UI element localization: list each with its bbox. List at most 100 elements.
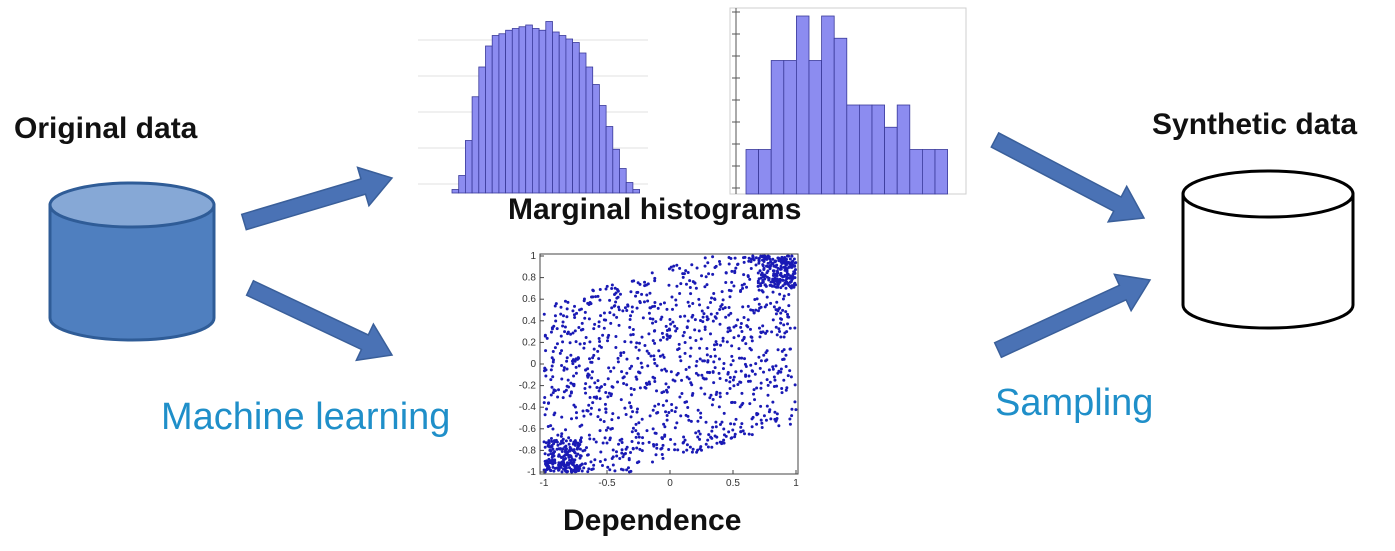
scatter-point	[619, 351, 623, 355]
scatter-point	[550, 456, 554, 460]
scatter-point	[698, 303, 702, 307]
scatter-point	[562, 368, 566, 372]
scatter-point	[619, 398, 623, 402]
scatter-point	[544, 462, 548, 466]
scatter-point	[582, 342, 586, 346]
scatter-point	[732, 284, 736, 288]
scatter-point	[707, 272, 711, 276]
scatter-point	[709, 332, 713, 336]
scatter-point	[790, 407, 794, 411]
scatter-point	[549, 393, 553, 397]
scatter-point	[726, 330, 730, 334]
scatter-point	[603, 436, 607, 440]
scatter-point	[662, 422, 666, 426]
scatter-point	[563, 330, 567, 334]
scatter-point	[552, 469, 556, 473]
scatter-point	[598, 287, 602, 291]
scatter-point	[664, 369, 668, 373]
scatter-point	[611, 455, 615, 459]
scatter-point	[590, 376, 594, 380]
scatter-point	[567, 436, 571, 440]
scatter-point	[651, 427, 655, 431]
scatter-point	[717, 405, 721, 409]
scatter-point	[592, 327, 596, 331]
scatter-point	[562, 458, 566, 462]
scatter-point	[653, 380, 657, 384]
scatter-point	[777, 256, 781, 260]
histogram-1-bar	[558, 35, 567, 194]
scatter-point	[580, 423, 584, 427]
scatter-point	[668, 317, 672, 321]
scatter-point	[787, 292, 791, 296]
scatter-point	[588, 357, 592, 361]
scatter-point	[731, 359, 735, 363]
scatter-point	[583, 316, 587, 320]
scatter-point	[569, 332, 573, 336]
scatter-point	[773, 378, 777, 382]
scatter-point	[759, 404, 763, 408]
scatter-point	[584, 446, 588, 450]
scatter-point	[777, 369, 781, 373]
scatter-point	[560, 363, 564, 367]
scatter-point	[580, 469, 584, 473]
scatter-point	[702, 312, 706, 316]
scatter-point	[685, 375, 689, 379]
scatter-point	[565, 359, 569, 363]
scatter-point	[558, 447, 562, 451]
scatter-point	[603, 458, 607, 462]
scatter-point	[662, 301, 666, 305]
scatter-point	[712, 343, 716, 347]
scatter-point	[577, 326, 581, 330]
scatter-point	[776, 348, 780, 352]
scatter-point	[766, 261, 770, 265]
scatter-point	[608, 468, 612, 472]
scatter-point	[673, 442, 677, 446]
scatter-point	[782, 335, 786, 339]
scatter-point	[707, 371, 711, 375]
scatter-point	[586, 372, 590, 376]
histogram-2-bar	[758, 149, 772, 195]
scatter-point	[634, 422, 638, 426]
scatter-point	[570, 469, 574, 473]
scatter-point	[605, 441, 609, 445]
scatter-point	[737, 334, 741, 338]
scatter-point	[695, 359, 699, 363]
scatter-point	[625, 468, 629, 472]
scatter-point	[598, 397, 602, 401]
scatter-point	[578, 456, 582, 460]
scatter-point	[755, 422, 759, 426]
scatter-point	[699, 337, 703, 341]
scatter-point	[730, 280, 734, 284]
scatter-point	[597, 389, 601, 393]
scatter-point	[634, 435, 638, 439]
histogram-2-bar	[859, 104, 873, 195]
scatter-point	[610, 306, 614, 310]
scatter-point	[678, 355, 682, 359]
scatter-point	[601, 333, 605, 337]
scatter-point	[606, 465, 610, 469]
scatter-point	[746, 318, 750, 322]
scatter-point	[557, 453, 561, 457]
scatter-point	[627, 470, 631, 474]
scatter-point	[567, 442, 571, 446]
scatter-point	[751, 257, 755, 261]
scatter-point	[597, 337, 601, 341]
scatter-point	[707, 433, 711, 437]
scatter-point	[698, 318, 702, 322]
scatter-point	[667, 410, 671, 414]
scatter-point	[549, 461, 553, 465]
scatter-y-tick-label: 0	[530, 359, 536, 370]
scatter-point	[684, 367, 688, 371]
scatter-point	[655, 389, 659, 393]
scatter-point	[785, 386, 789, 390]
scatter-point	[776, 266, 780, 270]
scatter-point	[542, 312, 546, 316]
scatter-point	[766, 254, 770, 258]
scatter-point	[718, 308, 722, 312]
scatter-point	[711, 370, 715, 374]
scatter-point	[665, 418, 669, 422]
scatter-point	[739, 321, 743, 325]
histogram-1-bar	[485, 45, 493, 194]
histogram-2-bar	[934, 149, 949, 195]
scatter-point	[775, 280, 779, 284]
